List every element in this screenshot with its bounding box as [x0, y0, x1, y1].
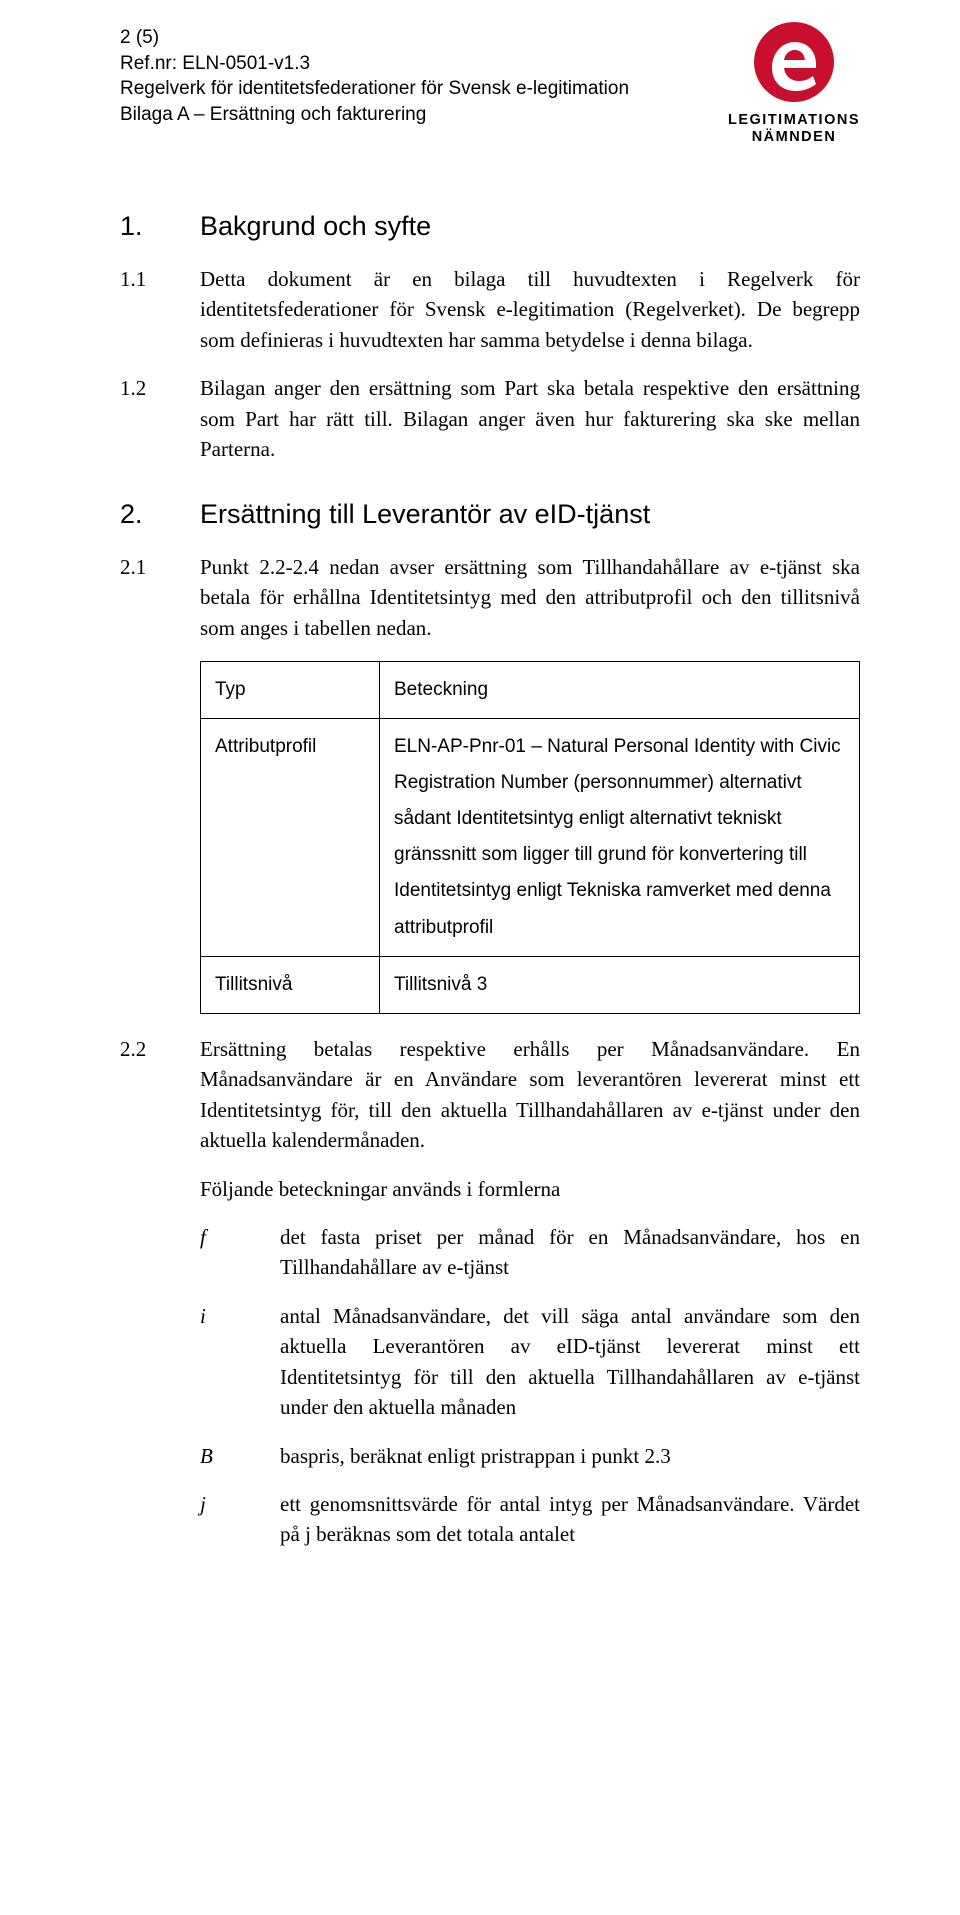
page-header: 2 (5) Ref.nr: ELN-0501-v1.3 Regelverk fö…: [120, 25, 860, 147]
paragraph-1-2: 1.2 Bilagan anger den ersättning som Par…: [120, 373, 860, 464]
page-indicator: 2 (5): [120, 25, 629, 51]
section-title: Ersättning till Leverantör av eID-tjänst: [200, 495, 650, 534]
logo-text-line2: NÄMNDEN: [752, 129, 837, 146]
section-1-heading: 1. Bakgrund och syfte: [120, 207, 860, 246]
definition-B: B baspris, beräknat enligt pristrappan i…: [200, 1441, 860, 1471]
table-cell: Tillitsnivå: [201, 956, 380, 1013]
def-symbol: j: [200, 1489, 280, 1550]
para-number: 1.1: [120, 264, 200, 355]
para-number: 1.2: [120, 373, 200, 464]
table-row: Typ Beteckning: [201, 662, 860, 719]
e-mark-icon: [744, 20, 844, 112]
section-number: 2.: [120, 495, 200, 534]
paragraph-2-1: 2.1 Punkt 2.2-2.4 nedan avser ersättning…: [120, 552, 860, 643]
definition-i: i antal Månadsanvändare, det vill säga a…: [200, 1301, 860, 1423]
table-cell-header: Beteckning: [380, 662, 860, 719]
para-number: 2.2: [120, 1034, 200, 1156]
section-2-heading: 2. Ersättning till Leverantör av eID-tjä…: [120, 495, 860, 534]
table-row: Attributprofil ELN-AP-Pnr-01 – Natural P…: [201, 719, 860, 957]
definition-j: j ett genomsnittsvärde för antal intyg p…: [200, 1489, 860, 1550]
def-text: antal Månadsanvändare, det vill säga ant…: [280, 1301, 860, 1423]
paragraph-2-2-sub: Följande beteckningar används i formlern…: [200, 1174, 860, 1204]
document-page: 2 (5) Ref.nr: ELN-0501-v1.3 Regelverk fö…: [0, 0, 960, 1608]
def-symbol: f: [200, 1222, 280, 1283]
ref-number: Ref.nr: ELN-0501-v1.3: [120, 51, 629, 77]
def-text: baspris, beräknat enligt pristrappan i p…: [280, 1441, 860, 1471]
def-text: ett genomsnittsvärde för antal intyg per…: [280, 1489, 860, 1550]
para-number: 2.1: [120, 552, 200, 643]
definition-f: f det fasta priset per månad för en Måna…: [200, 1222, 860, 1283]
doc-title: Regelverk för identitetsfederationer för…: [120, 76, 629, 102]
def-symbol: i: [200, 1301, 280, 1423]
def-text: det fasta priset per månad för en Månads…: [280, 1222, 860, 1283]
table-cell: Attributprofil: [201, 719, 380, 957]
logo-text-line1: LEGITIMATIONS: [728, 112, 860, 129]
paragraph-2-2: 2.2 Ersättning betalas respektive erhåll…: [120, 1034, 860, 1156]
section-title: Bakgrund och syfte: [200, 207, 431, 246]
para-text: Punkt 2.2-2.4 nedan avser ersättning som…: [200, 552, 860, 643]
para-text: Ersättning betalas respektive erhålls pe…: [200, 1034, 860, 1156]
header-meta: 2 (5) Ref.nr: ELN-0501-v1.3 Regelverk fö…: [120, 25, 629, 128]
table-cell: ELN-AP-Pnr-01 – Natural Personal Identit…: [380, 719, 860, 957]
org-logo: LEGITIMATIONS NÄMNDEN: [728, 20, 860, 147]
attribute-table: Typ Beteckning Attributprofil ELN-AP-Pnr…: [200, 661, 860, 1014]
para-text: Bilagan anger den ersättning som Part sk…: [200, 373, 860, 464]
para-text: Detta dokument är en bilaga till huvudte…: [200, 264, 860, 355]
table-row: Tillitsnivå Tillitsnivå 3: [201, 956, 860, 1013]
def-symbol: B: [200, 1441, 280, 1471]
appendix-label: Bilaga A – Ersättning och fakturering: [120, 102, 629, 128]
table-cell-header: Typ: [201, 662, 380, 719]
section-number: 1.: [120, 207, 200, 246]
paragraph-1-1: 1.1 Detta dokument är en bilaga till huv…: [120, 264, 860, 355]
table-cell: Tillitsnivå 3: [380, 956, 860, 1013]
